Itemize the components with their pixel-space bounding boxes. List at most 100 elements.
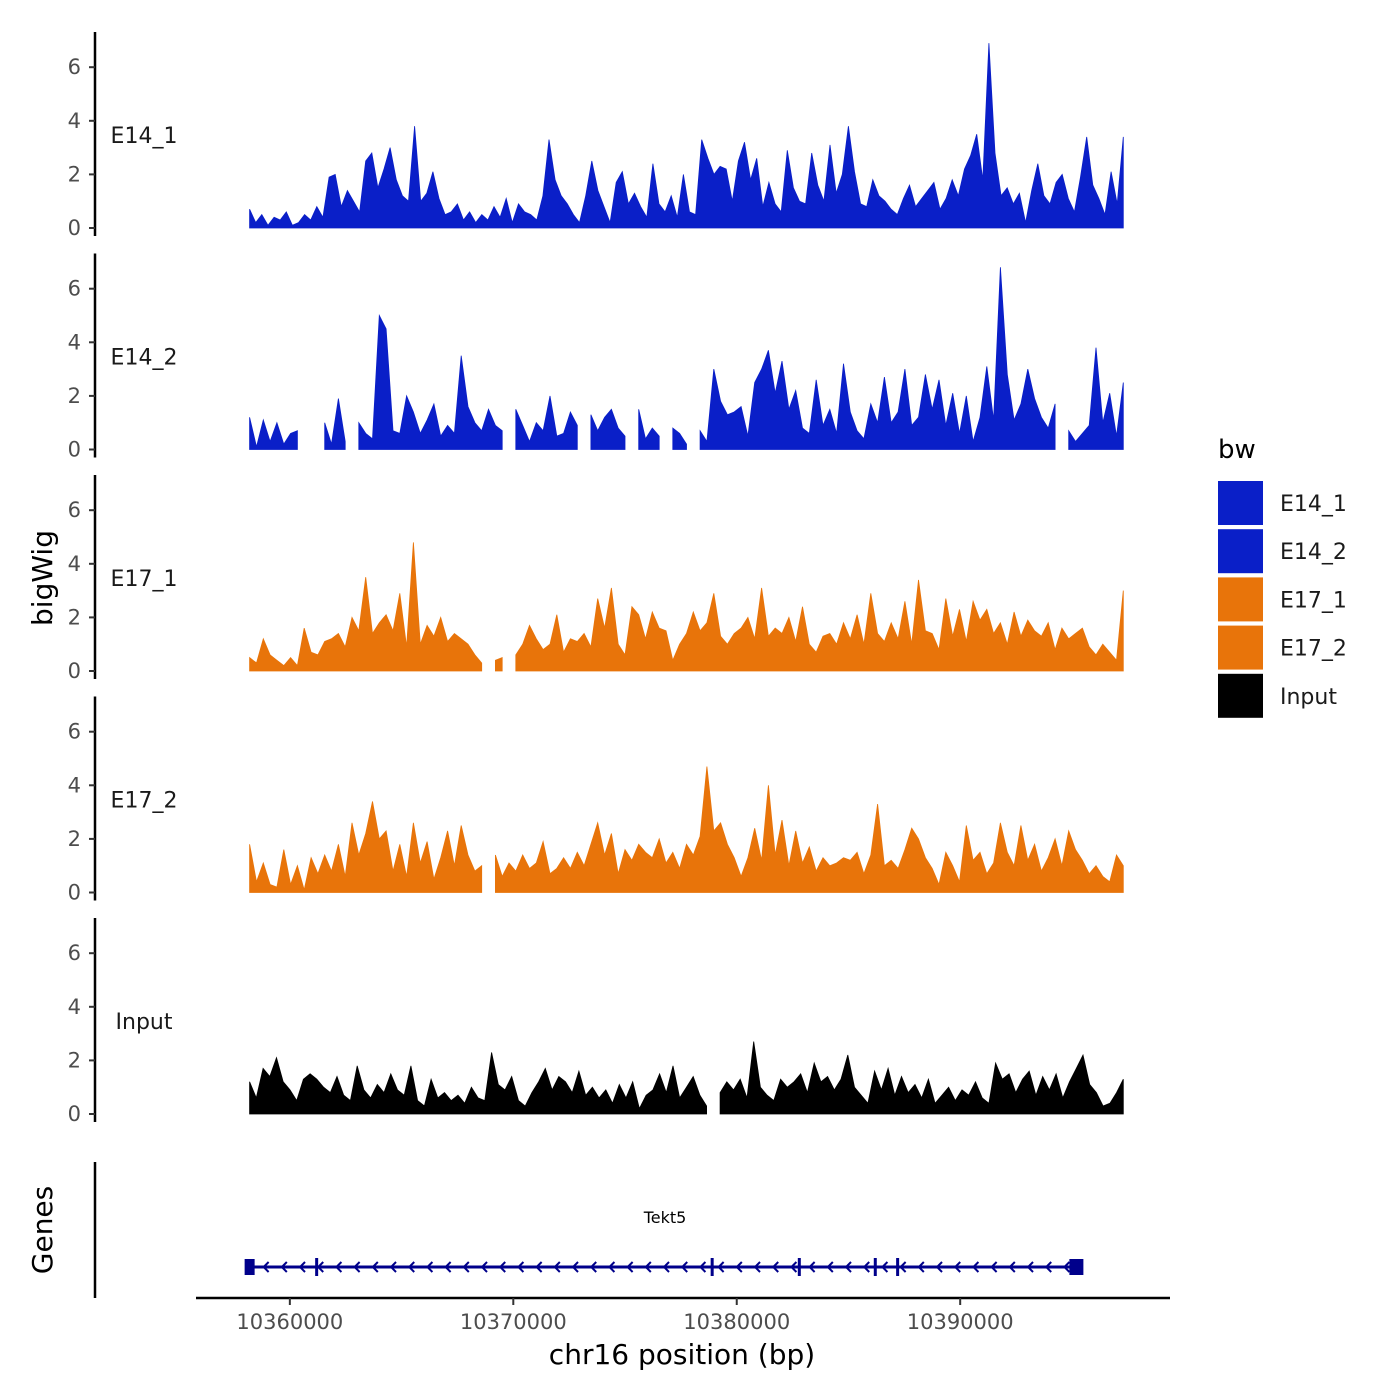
track-E14_2: 0 2 4 6 E14_2 [68, 253, 1124, 462]
track-E17_2: 0 2 4 6 E17_2 [68, 696, 1124, 905]
exon [244, 1259, 255, 1275]
exon [1069, 1259, 1084, 1275]
y-tick-label: 4 [68, 773, 81, 797]
y-axis-title: bigWig [26, 530, 59, 626]
strand-arrow [371, 1261, 379, 1273]
strand-arrow [917, 1261, 925, 1273]
exon [710, 1258, 714, 1276]
strand-arrow [517, 1261, 525, 1273]
signal-area [249, 43, 1124, 229]
signal-area [515, 579, 1124, 672]
strand-arrow [826, 1261, 834, 1273]
strand-arrow [553, 1261, 561, 1273]
legend-title: bw [1218, 435, 1256, 465]
strand-arrow [444, 1261, 452, 1273]
strand-arrow [353, 1261, 361, 1273]
legend-label: E17_1 [1280, 588, 1347, 613]
track-label: E14_2 [111, 346, 178, 371]
signal-area [1068, 347, 1124, 450]
strand-arrow [680, 1261, 688, 1273]
gene-Tekt5: Tekt5 [244, 1208, 1084, 1276]
strand-arrow [335, 1261, 343, 1273]
track-E17_1: 0 2 4 6 E17_1 [68, 475, 1124, 683]
track-label: E17_2 [111, 789, 178, 814]
strand-arrow [699, 1261, 707, 1273]
legend-label: E14_1 [1280, 492, 1347, 517]
strand-arrow [862, 1261, 870, 1273]
y-tick-label: 6 [68, 498, 81, 522]
y-tick-label: 6 [68, 720, 81, 744]
legend-swatch [1218, 577, 1263, 622]
signal-area [672, 427, 687, 450]
strand-arrow [844, 1261, 852, 1273]
strand-arrow [935, 1261, 943, 1273]
signal-area [495, 766, 1124, 893]
track-label: E14_1 [111, 124, 178, 149]
exon [315, 1258, 319, 1276]
legend-item-E17_2: E17_2 [1218, 625, 1347, 670]
genes-axis-title: Genes [26, 1186, 59, 1274]
x-tick-label: 10370000 [460, 1310, 567, 1334]
signal-area [249, 542, 483, 672]
y-tick-label: 4 [68, 109, 81, 133]
y-tick-label: 2 [68, 384, 81, 408]
x-tick-label: 10390000 [907, 1310, 1014, 1334]
exon [797, 1258, 801, 1276]
signal-area [495, 657, 503, 672]
gene-label: Tekt5 [643, 1208, 687, 1227]
y-tick-label: 4 [68, 552, 81, 576]
x-tick-label: 10380000 [683, 1310, 790, 1334]
signal-area [358, 313, 503, 450]
strand-arrow [771, 1261, 779, 1273]
strand-arrow [280, 1261, 288, 1273]
exon [873, 1258, 877, 1276]
strand-arrow [589, 1261, 597, 1273]
y-tick-label: 2 [68, 827, 81, 851]
signal-area [249, 1052, 707, 1115]
y-tick-label: 0 [68, 659, 81, 683]
strand-arrow [790, 1261, 798, 1273]
strand-arrow [953, 1261, 961, 1273]
y-tick-label: 0 [68, 438, 81, 462]
x-axis: 10360000 10370000 10380000 10390000 [196, 1296, 1170, 1334]
legend-swatch [1218, 481, 1263, 525]
strand-arrow [735, 1261, 743, 1273]
legend-swatch [1218, 673, 1263, 718]
legend-item-E14_1: E14_1 [1218, 481, 1347, 525]
track-label: E17_1 [111, 567, 178, 592]
strand-arrow [316, 1261, 324, 1273]
signal-area [324, 398, 346, 450]
y-tick-label: 2 [68, 162, 81, 186]
legend-label: E17_2 [1280, 637, 1347, 662]
track-E14_1: 0 2 4 6 E14_1 [68, 32, 1124, 240]
legend-swatch [1218, 529, 1263, 574]
strand-arrow [608, 1261, 616, 1273]
strand-arrow [626, 1261, 634, 1273]
signal-area [638, 409, 660, 450]
strand-arrow [462, 1261, 470, 1273]
strand-arrow [1008, 1261, 1016, 1273]
legend-label: Input [1280, 685, 1337, 710]
strand-arrow [389, 1261, 397, 1273]
legend-label: E14_2 [1280, 540, 1347, 565]
legend-item-Input: Input [1218, 673, 1337, 718]
legend-item-E14_2: E14_2 [1218, 529, 1347, 574]
y-tick-label: 2 [68, 605, 81, 629]
legend: bw E14_1 E14_2 E17_1 E17_2 Input [1218, 435, 1347, 718]
strand-arrow [662, 1261, 670, 1273]
y-tick-label: 4 [68, 330, 81, 354]
y-tick-label: 4 [68, 995, 81, 1019]
x-tick-label: 10360000 [236, 1310, 343, 1334]
strand-arrow [972, 1261, 980, 1273]
y-tick-label: 2 [68, 1048, 81, 1072]
y-tick-label: 6 [68, 277, 81, 301]
strand-arrow [753, 1261, 761, 1273]
signal-area [699, 267, 1056, 450]
strand-arrow [881, 1261, 889, 1273]
strand-arrow [1026, 1261, 1034, 1273]
legend-item-E17_1: E17_1 [1218, 577, 1347, 622]
strand-arrow [298, 1261, 306, 1273]
legend-swatch [1218, 625, 1263, 670]
strand-arrow [899, 1261, 907, 1273]
